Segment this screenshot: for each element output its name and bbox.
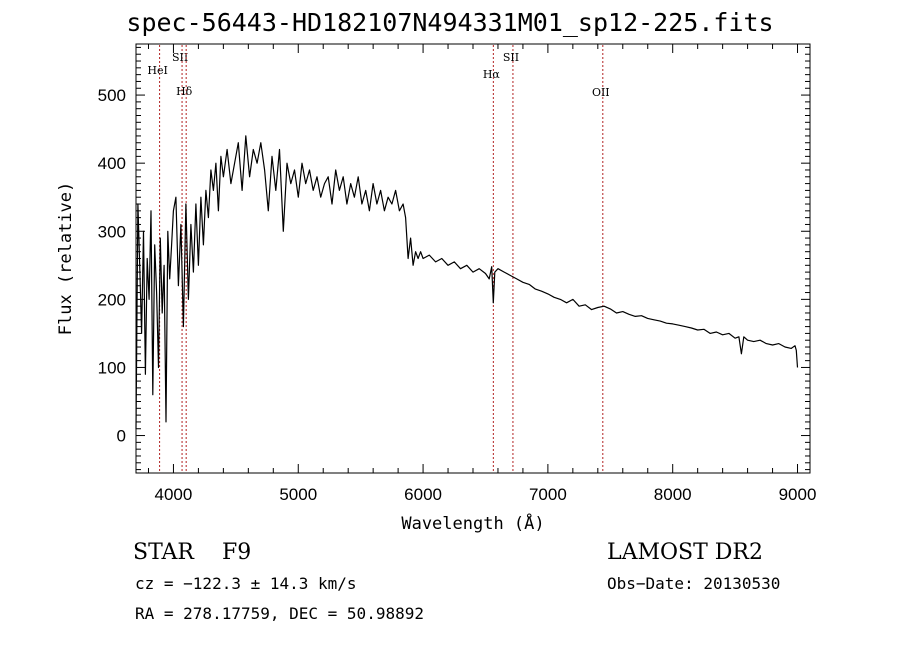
spectral-line-label: SII [503,51,519,64]
spectrum-line [135,135,799,429]
object-class: STAR F9 [133,540,251,565]
x-tick-label: 4000 [155,485,193,504]
plot-frame [135,43,811,474]
y-axis-label: Flux (relative) [56,182,76,336]
y-tick-label: 200 [98,290,126,309]
x-axis-label: Wavelength (Å) [401,512,544,534]
ra-dec: RA = 278.17759, DEC = 50.98892 [135,604,424,623]
x-tick-label: 5000 [279,485,317,504]
y-tick-label: 500 [98,86,126,105]
y-tick-label: 100 [98,358,126,377]
survey-label: LAMOST DR2 [607,540,763,565]
class-label: STAR [133,540,194,565]
redshift-cz: cz = −122.3 ± 14.3 km/s [135,574,357,593]
subclass-label: F9 [222,540,252,565]
spectral-line-label: Hα [483,68,501,81]
y-tick-label: 400 [98,154,126,173]
spectral-line-label: OII [592,86,610,99]
x-tick-label: 9000 [779,485,817,504]
y-tick-label: 0 [117,427,126,446]
spectral-line-label: SII [172,51,188,64]
spectral-line-label: Hδ [176,85,193,98]
obs-date: Obs−Date: 20130530 [607,574,781,593]
x-tick-label: 6000 [404,485,442,504]
spectral-line-label: HeI [147,64,167,77]
x-tick-label: 8000 [654,485,692,504]
x-tick-label: 7000 [529,485,567,504]
chart-title: spec-56443-HD182107N494331M01_sp12-225.f… [126,8,774,37]
y-tick-label: 300 [98,222,126,241]
